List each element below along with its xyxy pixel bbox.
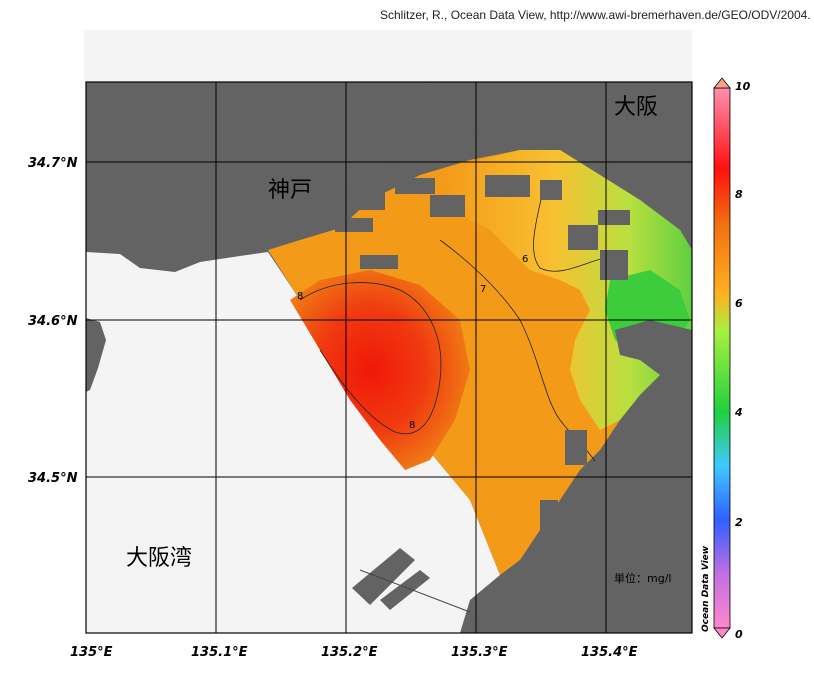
colorbar-title: Ocean Data View <box>701 545 711 632</box>
bay-inset-line <box>359 569 471 613</box>
lon-tick-label: 135.4°E <box>581 645 638 660</box>
place-label-kobe: 神戸 <box>268 178 312 203</box>
colorbar-tick: 6 <box>735 297 743 310</box>
colorbar-tick: 2 <box>735 516 743 529</box>
contour-8-north <box>299 282 442 434</box>
kobe-port-land <box>268 82 465 269</box>
lon-tick-label: 135°E <box>70 645 113 660</box>
osaka-port-land <box>430 82 692 633</box>
colorbar-tick: 8 <box>735 188 743 201</box>
header-band <box>84 30 692 82</box>
place-label-osaka-bay: 大阪湾 <box>126 546 192 571</box>
lon-tick-label: 135.3°E <box>451 645 508 660</box>
colorbar-top-arrow <box>713 77 731 89</box>
lat-tick-label: 34.6°N <box>28 314 78 329</box>
contour-label: 7 <box>480 284 486 295</box>
lat-tick-label: 34.5°N <box>28 471 78 486</box>
contour-label: 8 <box>409 420 415 431</box>
contour-label: 6 <box>522 254 528 265</box>
lon-tick-label: 135.2°E <box>321 645 378 660</box>
colorbar: 10 8 6 4 2 0 Ocean Data View <box>701 77 751 641</box>
graticule <box>86 82 692 633</box>
unit-label: 単位：mg/l <box>614 571 671 585</box>
lat-tick-label: 34.7°N <box>28 156 78 171</box>
place-label-osaka: 大阪 <box>614 95 658 120</box>
colorbar-tick: 10 <box>735 80 751 93</box>
water-area <box>86 252 500 633</box>
lon-tick-label: 135.1°E <box>191 645 248 660</box>
contour-label: 8 <box>297 291 303 302</box>
contour-6 <box>533 179 606 272</box>
colorbar-tick: 4 <box>734 406 743 419</box>
kansai-landfill <box>352 548 430 610</box>
colorbar-ramp <box>713 87 731 629</box>
colorbar-tick: 0 <box>735 628 743 641</box>
map-frame <box>85 81 693 634</box>
colorbar-bottom-arrow <box>713 627 731 639</box>
west-headland <box>86 318 106 392</box>
credit-text: Schlitzer, R., Ocean Data View, http://w… <box>380 8 811 22</box>
